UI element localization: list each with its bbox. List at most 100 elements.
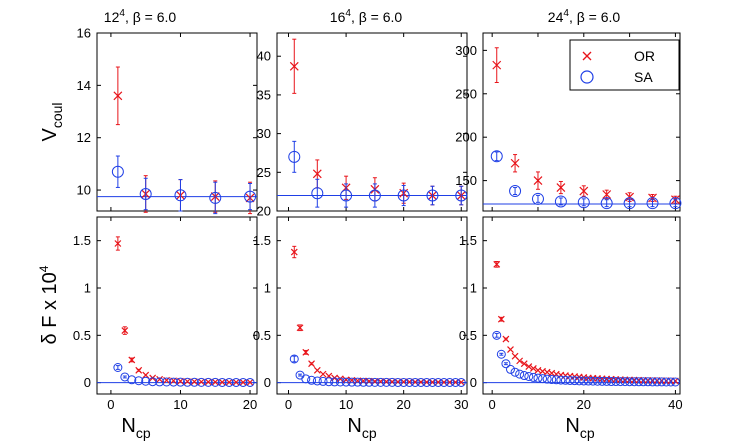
y-tick-label: 200 bbox=[455, 130, 477, 145]
cross-stroke bbox=[497, 315, 505, 323]
data-point-circle bbox=[615, 377, 625, 387]
data-point-circle bbox=[510, 367, 520, 377]
data-point-circle bbox=[376, 377, 386, 387]
y-axis-label-top: Vcoul bbox=[39, 102, 65, 141]
data-point-circle bbox=[209, 191, 222, 204]
x-axis-label-2: Ncp bbox=[347, 415, 376, 441]
cross-stroke bbox=[525, 363, 533, 370]
cross-stroke bbox=[493, 260, 501, 268]
x-tick-label: 10 bbox=[339, 397, 353, 412]
cross-stroke bbox=[319, 370, 327, 378]
panel-title-2: 164, β = 6.0 bbox=[330, 8, 403, 25]
cross-stroke bbox=[520, 360, 528, 368]
cross-stroke bbox=[296, 324, 304, 332]
data-point-cross bbox=[497, 315, 505, 323]
data-point-circle bbox=[574, 376, 584, 386]
data-point-circle bbox=[524, 371, 534, 381]
cross-stroke bbox=[197, 378, 205, 386]
data-point-circle bbox=[560, 375, 570, 385]
data-point-circle bbox=[570, 376, 580, 386]
cross-stroke bbox=[239, 378, 247, 386]
data-point-cross bbox=[507, 346, 514, 353]
y-tick-label: 0.5 bbox=[459, 328, 477, 343]
data-point-cross bbox=[135, 366, 143, 374]
data-point-circle bbox=[634, 377, 644, 387]
data-point-circle bbox=[515, 369, 525, 379]
y-axis-label-bottom: δ F x 104 bbox=[37, 265, 61, 344]
cross-stroke bbox=[579, 186, 589, 196]
y-tick-label: 12 bbox=[77, 130, 91, 145]
y-tick-label: 150 bbox=[455, 173, 477, 188]
data-point-circle bbox=[565, 375, 575, 385]
x-axis-label-1: Ncp bbox=[121, 415, 150, 441]
data-point-circle bbox=[519, 371, 529, 381]
data-point-circle bbox=[358, 377, 368, 387]
cross-stroke bbox=[204, 378, 212, 386]
cross-stroke bbox=[135, 366, 143, 374]
data-point-cross bbox=[211, 378, 219, 386]
data-point-cross bbox=[533, 176, 543, 186]
cross-stroke bbox=[225, 378, 233, 386]
data-point-cross bbox=[556, 183, 566, 192]
data-point-circle bbox=[196, 377, 206, 387]
data-point-cross bbox=[218, 378, 226, 386]
data-point-circle bbox=[533, 373, 543, 383]
y-tick-label: 250 bbox=[455, 86, 477, 101]
data-point-circle bbox=[439, 377, 449, 387]
series-or bbox=[492, 47, 680, 205]
data-point-cross bbox=[232, 378, 240, 386]
data-point-circle bbox=[496, 349, 506, 359]
data-point-circle bbox=[597, 376, 607, 386]
data-point-circle bbox=[501, 359, 511, 369]
x-tick-label: 20 bbox=[243, 397, 257, 412]
data-point-circle bbox=[364, 377, 374, 387]
data-point-cross bbox=[225, 378, 233, 386]
data-point-circle bbox=[141, 376, 151, 386]
y-tick-label: 30 bbox=[257, 126, 271, 141]
cross-stroke bbox=[516, 357, 524, 365]
cross-stroke bbox=[113, 91, 123, 101]
data-point-circle bbox=[307, 375, 317, 385]
data-point-cross bbox=[121, 327, 129, 335]
cross-stroke bbox=[507, 346, 514, 353]
data-point-circle bbox=[445, 377, 455, 387]
data-point-circle bbox=[427, 377, 437, 387]
y-tick-label: 1 bbox=[264, 280, 271, 295]
data-point-cross bbox=[492, 60, 502, 70]
cross-stroke bbox=[511, 352, 519, 360]
data-point-circle bbox=[217, 377, 227, 387]
data-point-cross bbox=[177, 377, 184, 385]
series-sa bbox=[492, 330, 680, 387]
data-point-circle bbox=[381, 377, 391, 387]
data-point-circle bbox=[602, 376, 612, 386]
data-point-circle bbox=[245, 377, 255, 387]
data-point-circle bbox=[238, 377, 248, 387]
plot-frame bbox=[276, 32, 468, 212]
cross-stroke bbox=[502, 335, 510, 343]
data-point-circle bbox=[404, 377, 414, 387]
series-sa bbox=[288, 140, 468, 208]
data-point-cross bbox=[239, 378, 247, 386]
series-sa bbox=[289, 354, 466, 387]
cross-stroke bbox=[177, 377, 184, 385]
data-point-circle bbox=[347, 377, 357, 387]
data-point-cross bbox=[516, 357, 524, 365]
cross-stroke bbox=[232, 378, 240, 386]
x-tick-label: 0 bbox=[489, 397, 496, 412]
data-point-circle bbox=[648, 377, 658, 387]
data-point-circle bbox=[629, 377, 639, 387]
data-point-circle bbox=[341, 377, 351, 387]
cross-stroke bbox=[671, 377, 679, 385]
data-point-circle bbox=[450, 377, 460, 387]
data-point-circle bbox=[189, 377, 199, 387]
data-point-circle bbox=[422, 377, 432, 387]
data-point-circle bbox=[531, 192, 544, 205]
cross-stroke bbox=[290, 248, 298, 256]
data-point-cross bbox=[197, 378, 205, 386]
cross-stroke bbox=[184, 378, 191, 385]
data-point-circle bbox=[600, 197, 613, 210]
y-tick-label: 1.5 bbox=[73, 233, 91, 248]
data-point-cross bbox=[184, 378, 191, 385]
data-point-circle bbox=[556, 375, 566, 385]
data-point-circle bbox=[492, 330, 502, 340]
